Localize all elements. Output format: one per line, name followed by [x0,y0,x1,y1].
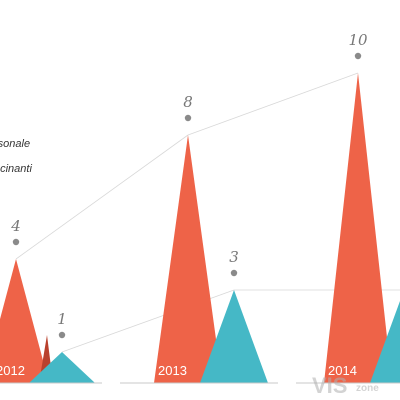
marker-rsonale-2012 [12,238,20,246]
value-label-ocinanti-2012: 1 [57,310,67,328]
marker-rsonale-2013 [184,114,192,122]
bar-ocinanti-2012 [29,352,95,383]
bar-ocinanti-2014 [370,300,400,383]
bar-rsonale-2012 [0,259,49,383]
markers [12,52,362,339]
tick-label-2013: 2013 [158,363,187,378]
legend: rsonale ocinanti [0,138,32,175]
watermark-zone: zone [356,383,379,394]
marker-ocinanti-2013 [230,269,238,277]
watermark: VIS zone [312,373,379,398]
watermark-vis: VIS [312,373,347,398]
value-label-rsonale-2012: 4 [10,217,21,235]
legend-label-rsonale: rsonale [0,138,30,150]
connector-rsonale-0 [15,134,189,260]
spikes [0,73,400,383]
legend-label-ocinanti: ocinanti [0,163,32,175]
marker-rsonale-2014 [354,52,362,60]
value-labels: 2012 4 1 2013 8 3 2014 10 [0,31,368,378]
tick-label-2012: 2012 [0,363,25,378]
bar-rsonale-2013 [154,135,222,383]
tick-label-2014: 2014 [328,363,357,378]
marker-ocinanti-2012 [58,331,66,339]
bar-ocinanti-2013 [200,290,268,383]
connector-rsonale-1 [187,72,359,136]
value-label-rsonale-2013: 8 [183,93,193,111]
bar-rsonale-2014 [324,73,392,383]
value-label-ocinanti-2013: 3 [229,248,239,266]
value-label-rsonale-2014: 10 [348,31,368,49]
